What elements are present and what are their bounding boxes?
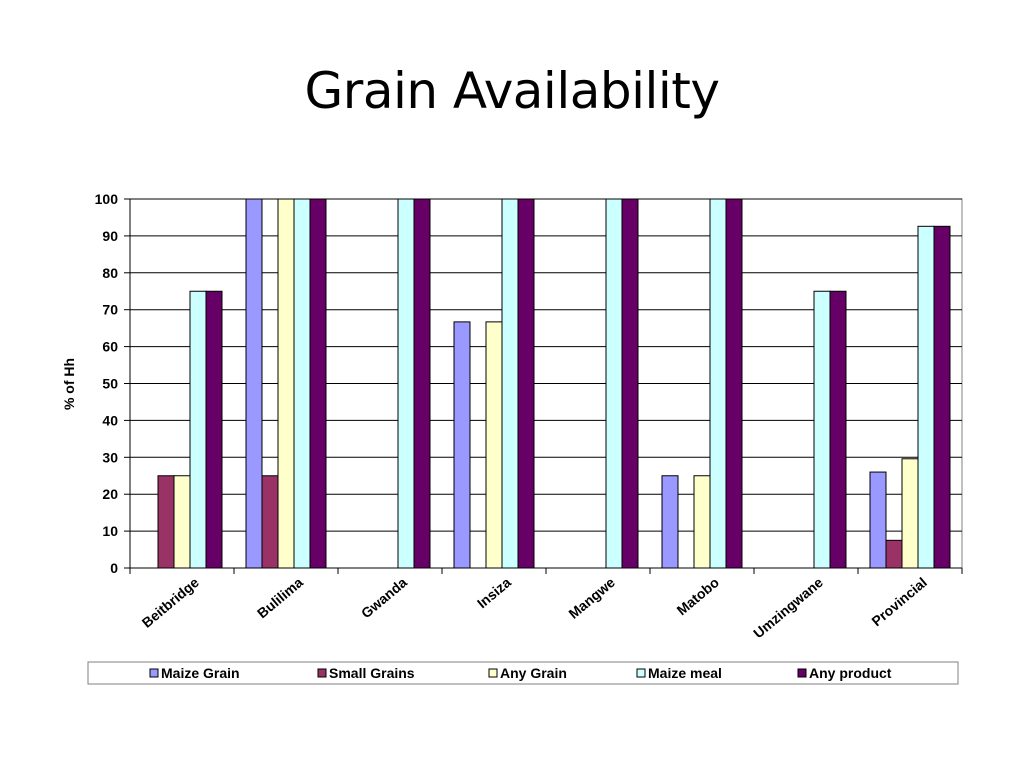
category-label: Umzingwane: [750, 574, 826, 641]
bar-any-product: [829, 290, 847, 569]
y-tick-label: 10: [102, 523, 118, 539]
legend-label: Small Grains: [329, 665, 415, 681]
y-tick-label: 50: [102, 376, 118, 392]
bar-any-product: [413, 198, 431, 569]
category-label: Provincial: [868, 574, 930, 629]
legend-box: [87, 661, 959, 685]
bar-any-product: [205, 290, 223, 569]
y-tick-label: 60: [102, 339, 118, 355]
legend: Maize Grain Small Grains Any Grain Maize me…: [87, 661, 959, 685]
bar-maize-grain: [869, 471, 887, 569]
bar-maize-grain: [245, 198, 263, 569]
bar-any-grain: [277, 198, 295, 569]
legend-label: Any Grain: [500, 665, 567, 681]
y-axis-title: % of Hh: [61, 358, 77, 410]
y-tick-label: 40: [102, 412, 118, 428]
legend-swatch: [797, 668, 807, 678]
category-labels: Beitbridge Bulilima Gwanda Insiza Mangwe Mato…: [139, 574, 930, 641]
y-tick-label: 20: [102, 486, 118, 502]
bar-maize-grain: [453, 321, 471, 569]
bar-maize-meal: [501, 198, 519, 569]
bar-any-grain: [173, 475, 191, 569]
legend-label: Maize Grain: [161, 665, 240, 681]
y-tick-labels: 0 10 20 30 40 50 60 70 80 90 100: [95, 191, 119, 576]
bar-any-product: [933, 225, 951, 569]
legend-swatch: [149, 668, 159, 678]
axes: [124, 198, 963, 574]
bar-any-grain: [901, 458, 919, 569]
bar-maize-meal: [917, 225, 935, 569]
bar-maize-meal: [189, 290, 207, 569]
legend-swatch: [317, 668, 327, 678]
y-tick-label: 0: [110, 560, 118, 576]
y-tick-label: 30: [102, 449, 118, 465]
bar-maize-meal: [397, 198, 415, 569]
y-tick-label: 70: [102, 302, 118, 318]
category-label: Bulilima: [254, 574, 306, 621]
slide-title: Grain Availability: [304, 62, 720, 120]
category-label: Matobo: [674, 574, 722, 618]
bar-any-product: [517, 198, 535, 569]
bar-any-product: [309, 198, 327, 569]
bar-small-grains: [885, 539, 903, 569]
bar-any-grain: [485, 321, 503, 569]
bars: [157, 198, 951, 569]
bar-small-grains: [261, 475, 279, 569]
legend-label: Any product: [809, 665, 892, 681]
legend-swatch: [636, 668, 646, 678]
y-tick-label: 80: [102, 265, 118, 281]
bar-maize-meal: [709, 198, 727, 569]
bar-maize-grain: [661, 475, 679, 569]
bar-any-product: [725, 198, 743, 569]
category-label: Gwanda: [358, 574, 410, 621]
legend-swatch: [488, 668, 498, 678]
bar-any-grain: [693, 475, 711, 569]
bar-maize-meal: [293, 198, 311, 569]
bar-small-grains: [157, 475, 175, 569]
bar-maize-meal: [605, 198, 623, 569]
category-label: Insiza: [474, 574, 514, 611]
bar-any-product: [621, 198, 639, 569]
legend-label: Maize meal: [648, 665, 722, 681]
y-tick-label: 100: [95, 191, 119, 207]
category-label: Mangwe: [565, 574, 618, 622]
category-label: Beitbridge: [139, 574, 202, 631]
bar-maize-meal: [813, 290, 831, 569]
y-tick-label: 90: [102, 228, 118, 244]
